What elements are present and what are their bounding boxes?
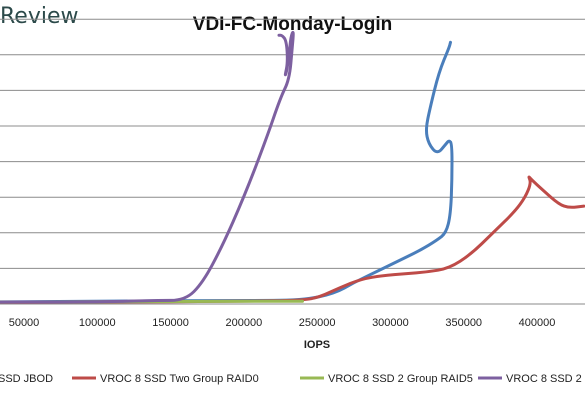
- series-line-4: [0, 30, 295, 304]
- x-tick-label: 50000: [9, 317, 40, 329]
- x-tick-label: 150000: [152, 317, 189, 329]
- legend-label: SSD JBOD: [0, 373, 53, 385]
- x-tick-label: 350000: [445, 317, 482, 329]
- series-lines: [0, 30, 585, 304]
- x-tick-label: 250000: [299, 317, 336, 329]
- x-axis-label: IOPS: [304, 339, 330, 351]
- x-tick-labels: 50000 100000 150000 200000 250000 300000 35000…: [9, 317, 556, 329]
- x-tick-label: 400000: [519, 317, 556, 329]
- legend: SSD JBOD VROC 8 SSD Two Group RAID0 VROC 8…: [0, 373, 585, 385]
- x-tick-label: 100000: [79, 317, 116, 329]
- legend-label: VROC 8 SSD 2 Group RAID5: [328, 373, 473, 385]
- x-tick-label: 300000: [372, 317, 409, 329]
- legend-label: VROC 8 SSD 2 G: [506, 373, 585, 385]
- series-line-2: [0, 175, 585, 304]
- watermark-logo-text: Review: [0, 4, 79, 29]
- x-tick-label: 200000: [225, 317, 262, 329]
- series-line-1: [0, 40, 454, 304]
- legend-label: VROC 8 SSD Two Group RAID0: [100, 373, 259, 385]
